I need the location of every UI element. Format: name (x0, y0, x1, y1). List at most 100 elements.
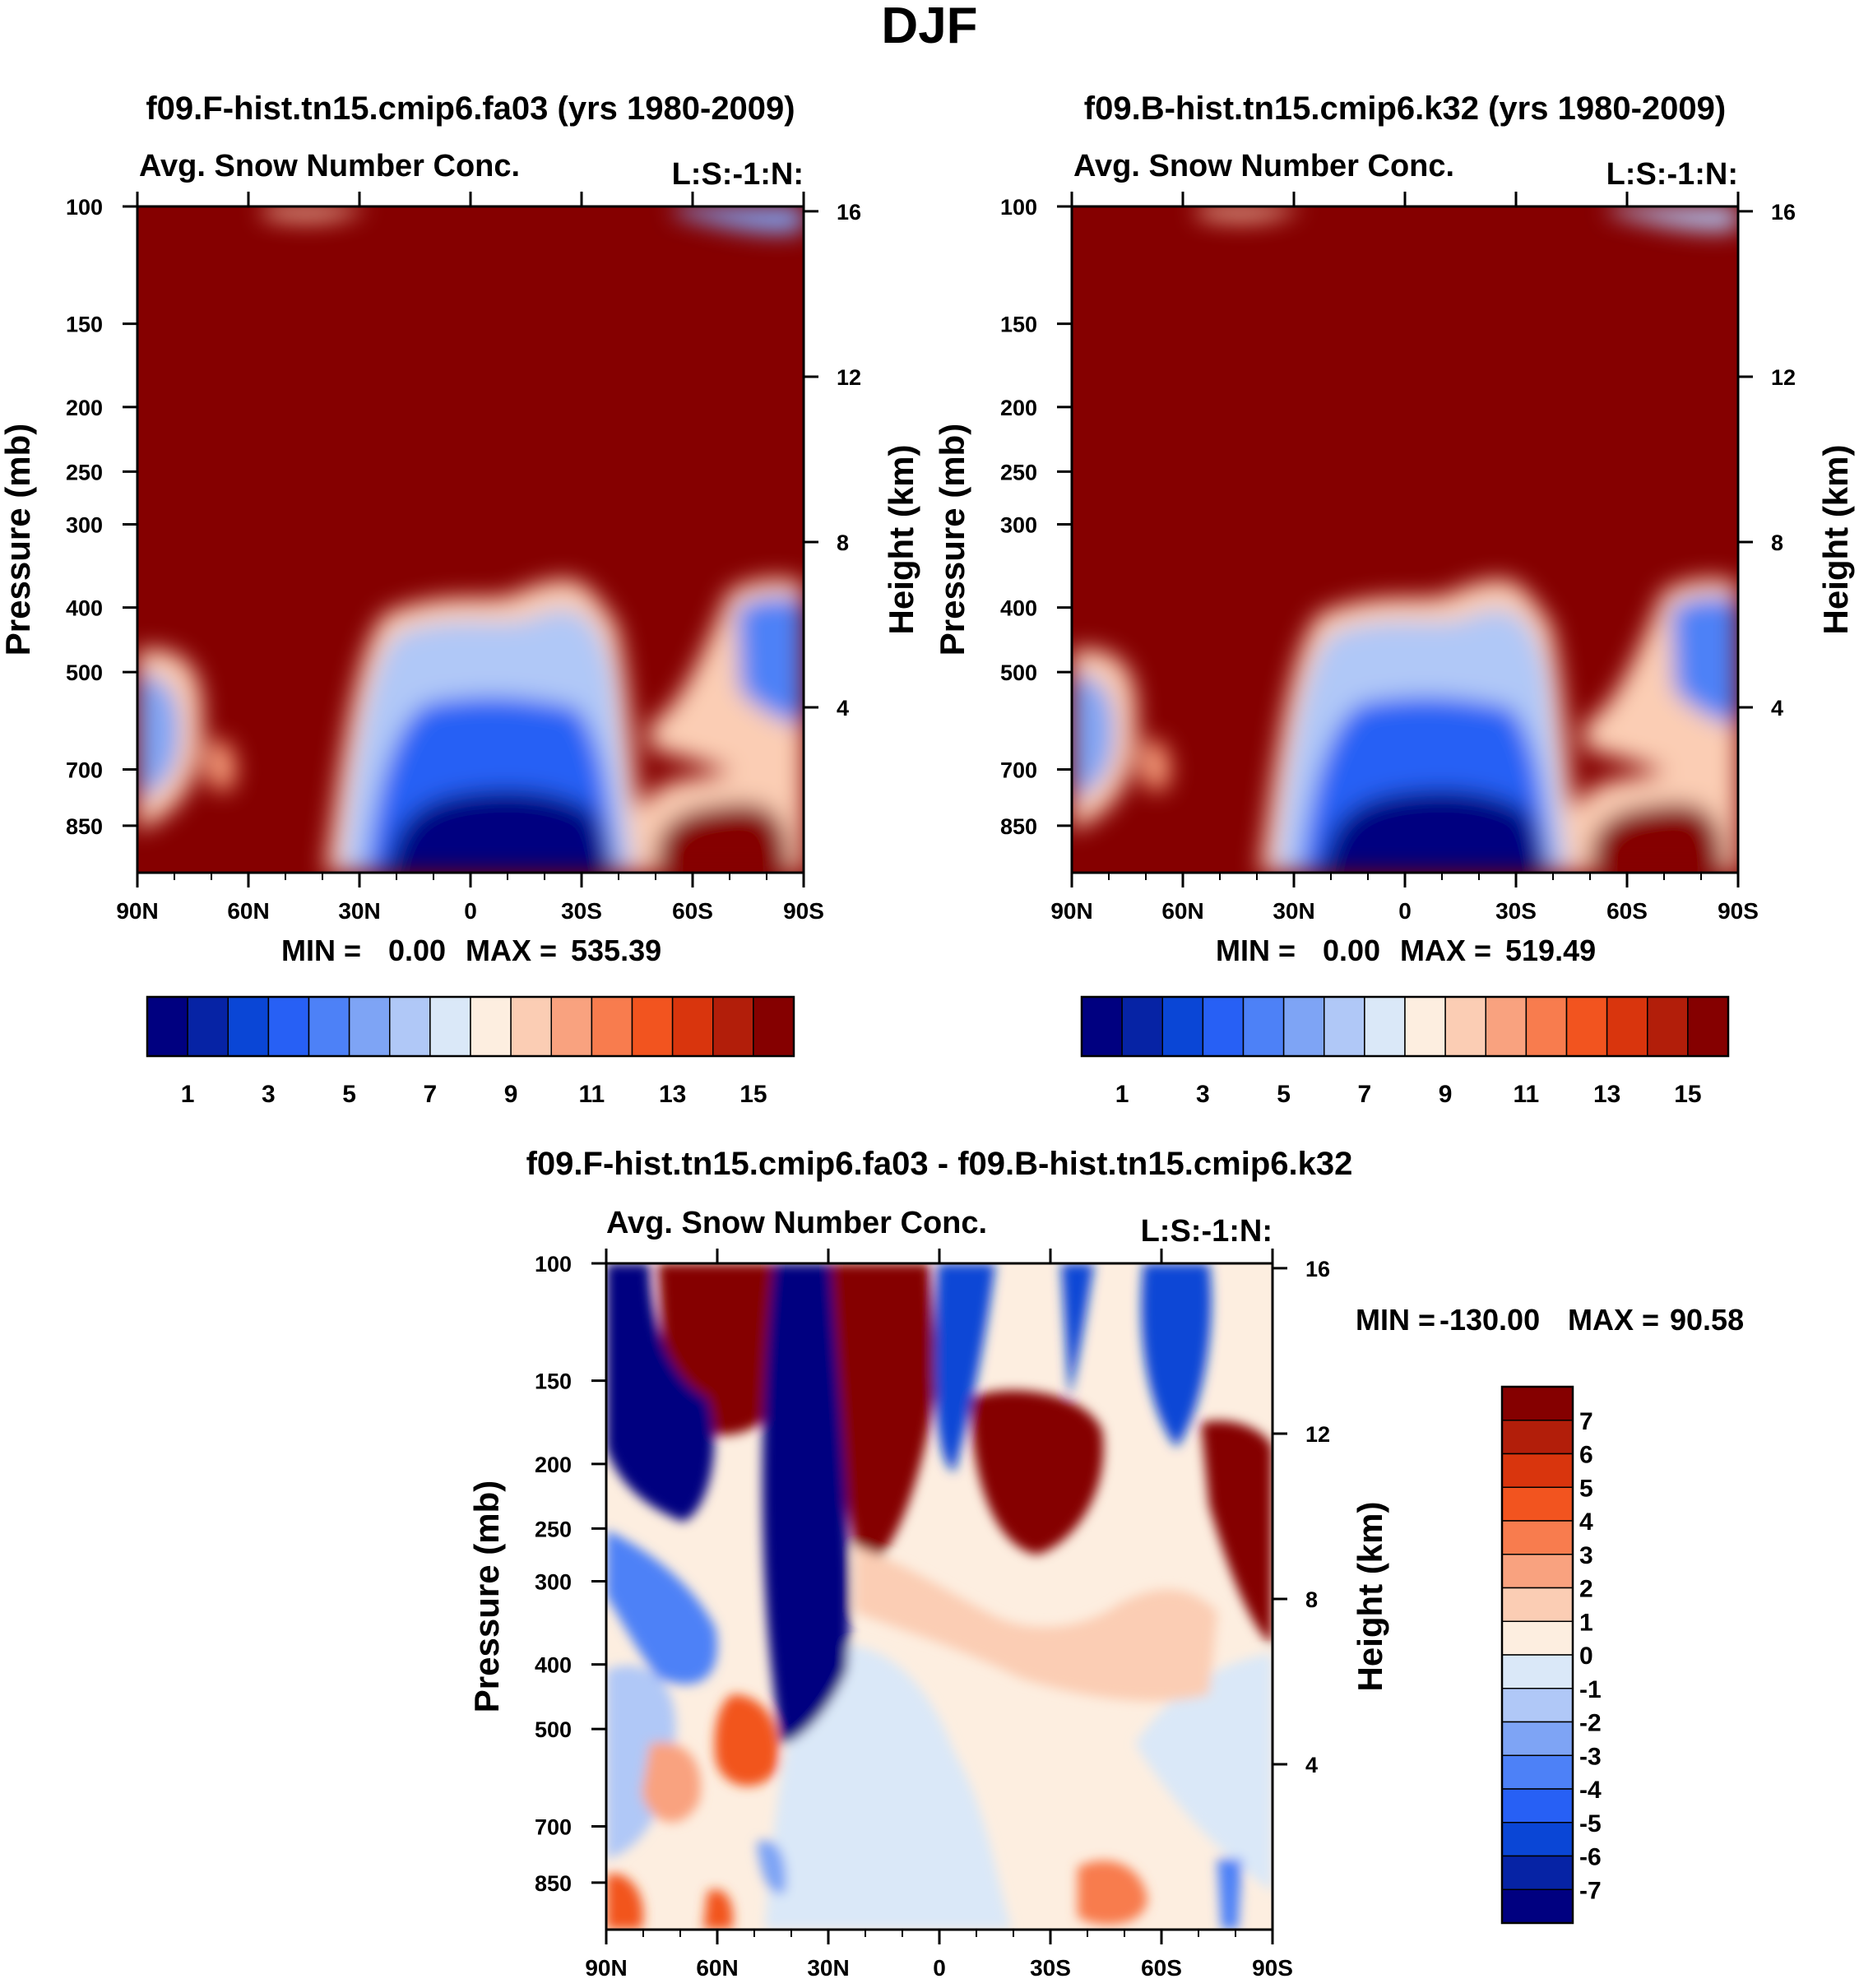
diff-blue-north-1 (606, 1263, 715, 1522)
panel-b-case-title: f09.B-hist.tn15.cmip6.k32 (yrs 1980-2009… (1084, 90, 1726, 127)
panel-b-y2label: Height (km) (1816, 445, 1855, 635)
colorbar-swatch (1501, 1554, 1574, 1589)
y2-tick-label: 4 (1771, 696, 1783, 721)
y-tick-label: 500 (535, 1717, 572, 1742)
y-tick-label: 400 (1000, 596, 1037, 621)
panel-diff-min-label: MIN = (1356, 1303, 1435, 1337)
panel-b-max-label: MAX = (1400, 934, 1491, 967)
y-tick-label: 300 (535, 1569, 572, 1594)
diff-blue-band-3 (1061, 1263, 1094, 1398)
panel-diff-max-label: MAX = (1568, 1303, 1659, 1337)
diff-blue-band-2 (934, 1263, 995, 1472)
colorbar-swatch (1525, 996, 1568, 1057)
y-tick-label: 250 (66, 460, 103, 484)
colorbar-swatch (348, 996, 391, 1057)
y-tick-label: 500 (66, 660, 103, 685)
colorbar-label: -4 (1579, 1777, 1602, 1804)
panel-a-tropical-dark-blue (387, 790, 613, 873)
panel-b-south-upper-blue (1671, 596, 1738, 724)
page-title: DJF (881, 0, 977, 54)
colorbar-swatch (1404, 996, 1446, 1057)
colorbar-swatch (712, 996, 754, 1057)
colorbar-swatch (1687, 996, 1729, 1057)
colorbar-swatch (470, 996, 512, 1057)
panel-a-contour-fill (137, 206, 804, 873)
panel-a-south-upper-blue (736, 596, 804, 724)
y-tick-label: 250 (535, 1517, 572, 1541)
colorbar-label: 13 (659, 1081, 686, 1108)
colorbar-swatch (1444, 996, 1486, 1057)
y-tick-label: 100 (1000, 195, 1037, 220)
panel-diff-ylabel: Pressure (mb) (467, 1481, 506, 1712)
colorbar-label: 9 (1439, 1081, 1453, 1108)
panel-b-units-tag: L:S:-1:N: (1606, 157, 1738, 192)
x-tick-label: 0 (1398, 898, 1412, 924)
colorbar-label: 13 (1593, 1081, 1620, 1108)
colorbar-swatch (1242, 996, 1285, 1057)
colorbar-swatch (1121, 996, 1163, 1057)
panel-b-ylabel: Pressure (mb) (933, 424, 971, 656)
diff-red-north-low (714, 1694, 780, 1786)
diff-upper-red-4 (1201, 1420, 1273, 1645)
diff-blue-band-1 (762, 1263, 850, 1744)
y-tick-label: 400 (535, 1653, 572, 1678)
colorbar-swatch (1501, 1620, 1574, 1656)
panel-a-axes: 90N 60N 30N 0 30S 60S 90S 100 150 200 250 300 400 500… (66, 192, 861, 924)
panel-diff-colorbar: 7 6 5 4 3 2 1 0 -1 -2 -3 -4 -5 -6 -7 (1500, 1385, 1602, 1925)
colorbar-swatch (550, 996, 593, 1057)
colorbar-label: 3 (1196, 1081, 1210, 1108)
y-tick-label: 200 (66, 396, 103, 420)
y-tick-label: 400 (66, 596, 103, 621)
panel-b-north-blue (1072, 674, 1115, 798)
y-tick-label: 700 (1000, 758, 1037, 783)
y-tick-label: 300 (66, 512, 103, 537)
colorbar-swatch (1485, 996, 1528, 1057)
x-tick-label: 0 (933, 1955, 946, 1981)
x-tick-label: 30S (1495, 898, 1537, 924)
panel-a-max-value: 535.39 (571, 934, 661, 967)
colorbar-label: 1 (1579, 1609, 1593, 1636)
y-tick-label: 250 (1000, 460, 1037, 484)
x-tick-label: 0 (464, 898, 477, 924)
colorbar-swatch (671, 996, 714, 1057)
diff-red-lower-left (606, 1874, 643, 1930)
panel-diff-contour-fill (606, 1263, 1273, 1930)
diff-upper-orange-halo (855, 1546, 1217, 1702)
diff-red-lower-60n (703, 1889, 733, 1930)
panel-a-variable: Avg. Snow Number Conc. (139, 149, 520, 183)
colorbar-swatch (146, 996, 188, 1057)
colorbar-swatch (1501, 1788, 1574, 1823)
y-tick-label: 100 (535, 1252, 572, 1277)
y-tick-label: 150 (535, 1369, 572, 1394)
x-tick-label: 90N (1050, 898, 1092, 924)
colorbar-label: -2 (1579, 1710, 1602, 1737)
x-tick-label: 30N (1273, 898, 1314, 924)
x-tick-label: 30N (338, 898, 380, 924)
panel-a-ylabel: Pressure (mb) (0, 424, 37, 656)
panel-b-top-left-strip (1198, 206, 1300, 220)
colorbar-label: -5 (1579, 1810, 1602, 1837)
colorbar-label: 7 (424, 1081, 438, 1108)
colorbar-label: 5 (1579, 1475, 1593, 1502)
y-tick-label: 150 (1000, 313, 1037, 337)
panel-a-top-left-strip (263, 206, 366, 220)
colorbar-swatch (753, 996, 795, 1057)
panel-b-max-value: 519.49 (1505, 934, 1596, 967)
x-tick-label: 60S (1606, 898, 1648, 924)
panel-b-plot-area (1072, 206, 1738, 873)
x-tick-label: 90S (1252, 1955, 1293, 1981)
panel-a-units-tag: L:S:-1:N: (672, 157, 804, 192)
x-tick-label: 90N (116, 898, 158, 924)
colorbar-label: -3 (1579, 1743, 1602, 1770)
x-tick-label: 60N (696, 1955, 738, 1981)
panel-diff-case-title: f09.F-hist.tn15.cmip6.fa03 - f09.B-hist.… (526, 1146, 1353, 1182)
y2-tick-label: 12 (837, 365, 861, 390)
panel-diff: f09.F-hist.tn15.cmip6.fa03 - f09.B-hist.… (467, 1146, 1744, 1981)
colorbar-swatch (1501, 1420, 1574, 1455)
x-tick-label: 90S (1718, 898, 1759, 924)
colorbar-label: 4 (1579, 1508, 1593, 1536)
x-tick-label: 60N (227, 898, 269, 924)
colorbar-swatch (389, 996, 431, 1057)
panel-diff-units-tag: L:S:-1:N: (1141, 1214, 1273, 1249)
